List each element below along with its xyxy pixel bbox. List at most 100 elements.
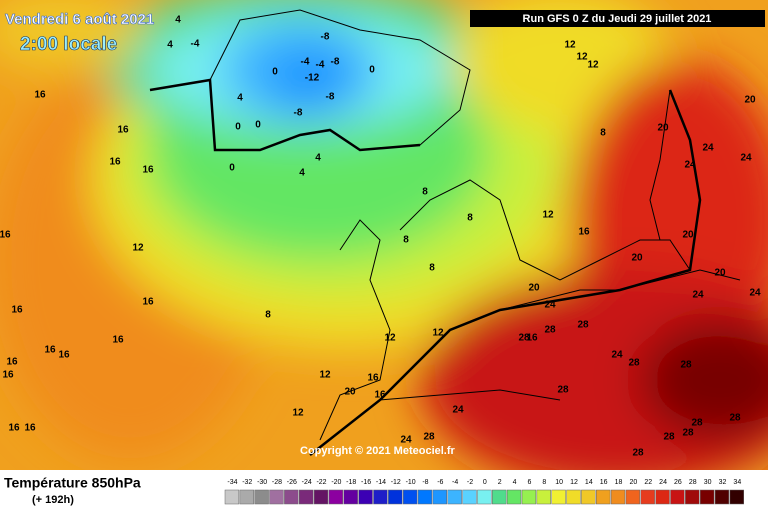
scale-label: -12 [391, 479, 401, 486]
scale-swatch [596, 489, 611, 505]
map-label: 24 [740, 153, 752, 164]
map-label: 28 [423, 432, 435, 443]
map-label: 28 [680, 360, 692, 371]
map-label: 24 [749, 288, 761, 299]
map-label: 16 [44, 345, 56, 356]
scale-label: 24 [659, 479, 667, 486]
scale-swatch [343, 489, 358, 505]
map-label: 16 [24, 423, 36, 434]
scale-label: 0 [483, 479, 487, 486]
map-label: 20 [344, 387, 356, 398]
map-label: -4 [191, 39, 200, 50]
scale-swatch [521, 489, 537, 505]
map-label: 8 [600, 128, 606, 139]
scale-swatch [492, 489, 507, 505]
map-label: 8 [467, 213, 473, 224]
scale-swatch [581, 489, 596, 505]
scale-swatch [417, 489, 433, 505]
map-label: 8 [403, 235, 409, 246]
scale-label: -24 [302, 479, 312, 486]
scale-swatch [566, 489, 581, 505]
map-label: 28 [544, 325, 556, 336]
map-label: 12 [587, 60, 599, 71]
map-label: 16 [8, 423, 20, 434]
scale-swatch [254, 489, 269, 505]
map-label: 20 [528, 283, 540, 294]
scale-swatch [432, 489, 447, 505]
scale-swatch [729, 489, 745, 505]
map-label: 16 [142, 165, 154, 176]
scale-label: 32 [719, 479, 727, 486]
map-label: -12 [305, 73, 320, 84]
scale-label: 28 [689, 479, 697, 486]
scale-label: 4 [513, 479, 517, 486]
scale-swatch [239, 489, 254, 505]
scale-label: 18 [615, 479, 623, 486]
map-label: 16 [578, 227, 590, 238]
map-label: 16 [367, 373, 379, 384]
scale-label: 22 [644, 479, 652, 486]
scale-label: 12 [570, 479, 578, 486]
map-label: 24 [400, 435, 412, 446]
scale-label: 10 [555, 479, 563, 486]
map-label: 16 [117, 125, 129, 136]
scale-label: 14 [585, 479, 593, 486]
map-label: 12 [564, 40, 576, 51]
run-info: Run GFS 0 Z du Jeudi 29 juillet 2021 [523, 13, 712, 25]
scale-swatch [625, 489, 641, 505]
map-label: 4 [237, 93, 243, 104]
map-label: 16 [2, 370, 14, 381]
map-label: 16 [6, 357, 18, 368]
map-label: 28 [663, 432, 675, 443]
map-label: 20 [657, 123, 669, 134]
scale-swatch [299, 489, 314, 505]
scale-swatch [284, 489, 299, 505]
scale-label: -8 [422, 479, 428, 486]
map-label: 8 [422, 187, 428, 198]
scale-label: 26 [674, 479, 682, 486]
scale-label: -20 [331, 479, 341, 486]
map-label: 20 [682, 230, 694, 241]
coastlines [149, 9, 741, 441]
map-label: 0 [255, 120, 261, 131]
map-label: 16 [109, 157, 121, 168]
map-label: 24 [684, 160, 696, 171]
scale-swatch [447, 489, 462, 505]
map-label: 24 [544, 300, 556, 311]
scale-label: 20 [629, 479, 637, 486]
map-label: 12 [384, 333, 396, 344]
map-label: 8 [429, 263, 435, 274]
footer-title: Température 850hPa [4, 475, 141, 491]
scale-swatch [269, 489, 284, 505]
map-label: 28 [557, 385, 569, 396]
scale-swatch [670, 489, 685, 505]
map-label: 4 [167, 40, 173, 51]
valid-time: Vendredi 6 août 2021 [5, 11, 154, 28]
map-label: -4 [316, 60, 325, 71]
scale-label: -32 [242, 479, 252, 486]
scale-swatch [388, 489, 403, 505]
scale-swatch [313, 489, 329, 505]
map-label: -8 [331, 57, 340, 68]
scale-label: -2 [467, 479, 473, 486]
map-label: 16 [34, 90, 46, 101]
map-label: 28 [682, 428, 694, 439]
scale-swatch [610, 489, 626, 505]
scale-label: -4 [452, 479, 458, 486]
map-label: 28 [632, 448, 644, 459]
map-label: 20 [744, 95, 756, 106]
run-box [470, 10, 765, 27]
map-label: 0 [272, 67, 278, 78]
scale-label: -22 [316, 479, 326, 486]
scale-label: -26 [287, 479, 297, 486]
map-label: 16 [112, 335, 124, 346]
copyright: Copyright © 2021 Meteociel.fr [300, 445, 456, 457]
map-label: -8 [294, 108, 303, 119]
map-label: 0 [229, 163, 235, 174]
scale-label: -34 [227, 479, 237, 486]
map-label: 0 [369, 65, 375, 76]
scale-swatch [328, 489, 344, 505]
map-label: 12 [542, 210, 554, 221]
map-label: 24 [692, 290, 704, 301]
